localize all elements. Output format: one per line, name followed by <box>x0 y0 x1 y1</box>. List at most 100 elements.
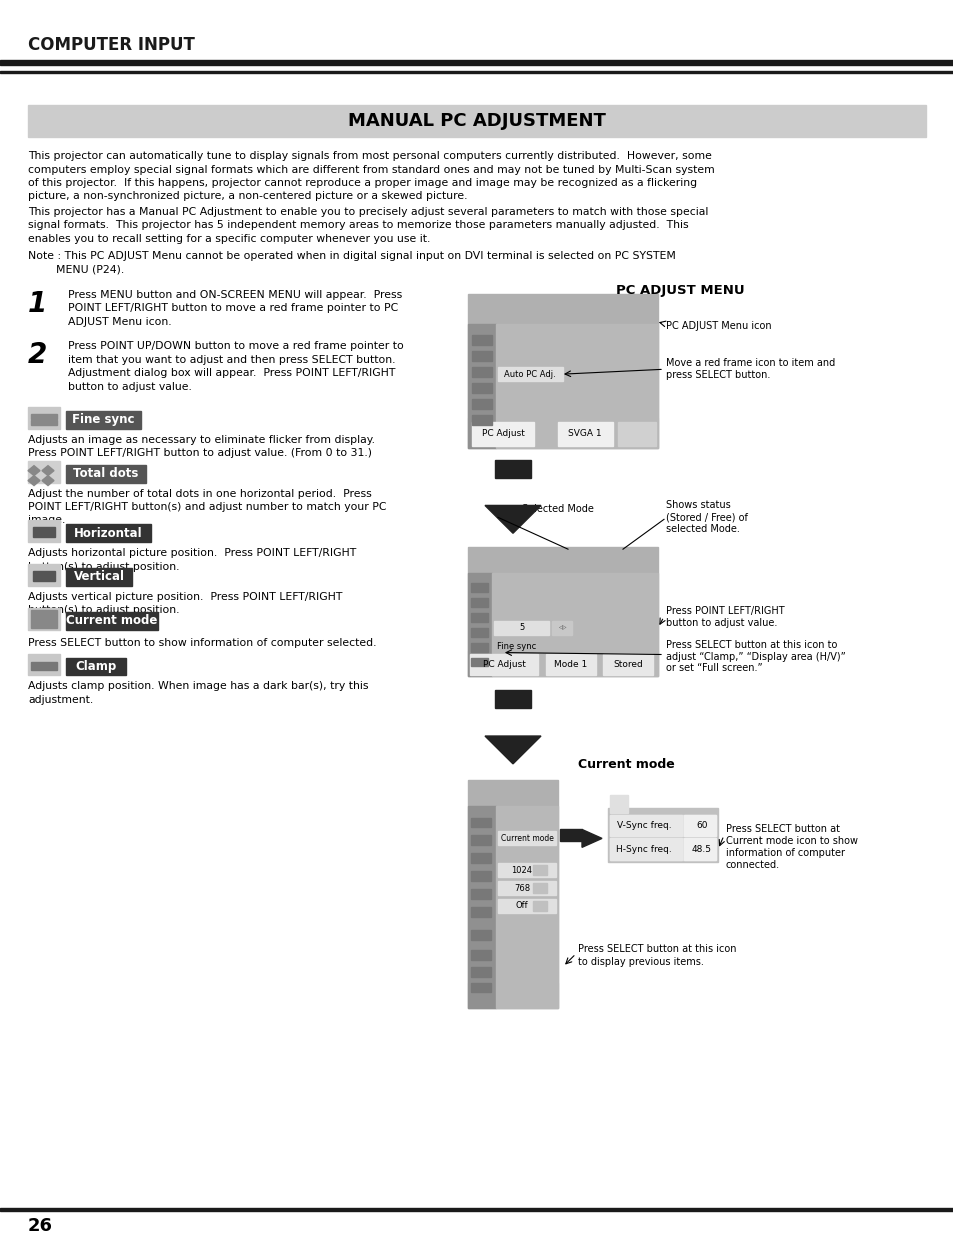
Bar <box>28 564 60 585</box>
Bar <box>66 525 151 542</box>
Text: adjust “Clamp,” “Display area (H/V)”: adjust “Clamp,” “Display area (H/V)” <box>665 652 845 662</box>
Polygon shape <box>28 466 40 475</box>
Text: 1024: 1024 <box>511 866 532 874</box>
Bar <box>470 653 537 676</box>
Bar <box>494 621 548 635</box>
Text: Adjustment dialog box will appear.  Press POINT LEFT/RIGHT: Adjustment dialog box will appear. Press… <box>68 368 395 378</box>
Text: information of computer: information of computer <box>725 848 844 858</box>
Bar <box>0 1208 953 1210</box>
Text: Current mode icon to show: Current mode icon to show <box>725 836 857 846</box>
Bar <box>468 573 492 677</box>
Text: button(s) to adjust position.: button(s) to adjust position. <box>28 562 179 572</box>
Bar <box>28 608 60 630</box>
Text: Press POINT UP/DOWN button to move a red frame pointer to: Press POINT UP/DOWN button to move a red… <box>68 341 403 352</box>
Bar <box>471 967 491 977</box>
Bar <box>602 653 652 676</box>
Text: computers employ special signal formats which are different from standard ones a: computers employ special signal formats … <box>28 164 714 174</box>
Text: V-Sync freq.: V-Sync freq. <box>616 821 671 830</box>
Text: Move a red frame icon to item and: Move a red frame icon to item and <box>665 358 835 368</box>
Text: Press SELECT button to show information of computer selected.: Press SELECT button to show information … <box>28 637 376 647</box>
Bar <box>33 527 55 537</box>
Bar <box>472 415 492 425</box>
Text: signal formats.  This projector has 5 independent memory areas to memorize those: signal formats. This projector has 5 ind… <box>28 220 688 230</box>
Text: Press SELECT button at: Press SELECT button at <box>725 825 840 835</box>
Bar <box>66 611 158 630</box>
Bar <box>33 571 55 580</box>
Text: 768: 768 <box>514 883 530 893</box>
Text: MENU (P24).: MENU (P24). <box>28 264 124 274</box>
Bar <box>471 627 488 636</box>
Text: 1: 1 <box>28 290 48 317</box>
Polygon shape <box>28 475 40 485</box>
Text: Auto PC Adj.: Auto PC Adj. <box>503 369 556 379</box>
Bar <box>495 459 531 478</box>
Bar <box>66 657 126 676</box>
Text: button to adjust value.: button to adjust value. <box>68 382 192 391</box>
Bar <box>609 815 681 836</box>
Bar <box>471 583 488 592</box>
Bar <box>683 839 716 861</box>
Bar <box>0 59 953 64</box>
Polygon shape <box>42 475 54 485</box>
Text: Clamp: Clamp <box>75 659 116 673</box>
Text: press SELECT button.: press SELECT button. <box>665 370 770 380</box>
Bar <box>471 853 491 863</box>
Bar <box>472 399 492 409</box>
Bar <box>30 662 57 671</box>
Text: Horizontal: Horizontal <box>73 527 142 540</box>
Polygon shape <box>42 466 54 475</box>
Bar <box>468 779 558 1008</box>
Bar <box>30 420 57 425</box>
Bar <box>472 383 492 393</box>
Bar <box>683 815 716 836</box>
Text: to display previous items.: to display previous items. <box>578 957 703 967</box>
Bar <box>28 408 60 429</box>
Bar <box>468 324 496 448</box>
Text: This projector can automatically tune to display signals from most personal comp: This projector can automatically tune to… <box>28 151 711 161</box>
Text: picture, a non-synchronized picture, a non-centered picture or a skewed picture.: picture, a non-synchronized picture, a n… <box>28 191 467 201</box>
Text: 2: 2 <box>28 341 48 369</box>
Text: MANUAL PC ADJUSTMENT: MANUAL PC ADJUSTMENT <box>348 112 605 130</box>
Bar <box>471 598 488 606</box>
Text: of this projector.  If this happens, projector cannot reproduce a proper image a: of this projector. If this happens, proj… <box>28 178 697 188</box>
Bar <box>30 414 57 419</box>
Bar <box>28 653 60 676</box>
Bar <box>609 839 716 861</box>
Text: PC ADJUST Menu icon: PC ADJUST Menu icon <box>665 321 771 331</box>
Text: PC ADJUST MENU: PC ADJUST MENU <box>616 284 744 296</box>
Text: POINT LEFT/RIGHT button(s) and adjust number to match your PC: POINT LEFT/RIGHT button(s) and adjust nu… <box>28 501 386 513</box>
Bar <box>471 950 491 960</box>
Text: PC Adjust: PC Adjust <box>481 430 524 438</box>
Text: 26: 26 <box>28 1216 53 1235</box>
Bar <box>607 808 718 862</box>
Polygon shape <box>581 830 601 847</box>
Bar <box>472 336 492 346</box>
Bar <box>533 866 546 876</box>
Bar <box>472 352 492 362</box>
Bar <box>28 105 925 137</box>
Bar <box>471 930 491 940</box>
Text: ADJUST Menu icon.: ADJUST Menu icon. <box>68 316 172 326</box>
Text: Stored: Stored <box>613 659 642 669</box>
Bar <box>471 613 488 621</box>
Text: Adjusts an image as necessary to eliminate flicker from display.: Adjusts an image as necessary to elimina… <box>28 435 375 445</box>
Bar <box>471 983 491 993</box>
Bar <box>533 883 546 893</box>
Bar <box>471 657 488 667</box>
Text: Press POINT LEFT/RIGHT button to adjust value. (From 0 to 31.): Press POINT LEFT/RIGHT button to adjust … <box>28 448 372 458</box>
Bar <box>497 863 556 877</box>
Bar <box>66 464 146 483</box>
Text: Note : This PC ADJUST Menu cannot be operated when in digital signal input on DV: Note : This PC ADJUST Menu cannot be ope… <box>28 251 675 261</box>
Bar <box>66 411 141 429</box>
Bar <box>471 871 491 881</box>
Text: Adjusts vertical picture position.  Press POINT LEFT/RIGHT: Adjusts vertical picture position. Press… <box>28 592 342 601</box>
Text: Current mode: Current mode <box>67 614 157 627</box>
Bar <box>468 983 558 1008</box>
Text: Fine sync: Fine sync <box>71 414 134 426</box>
Text: button to adjust value.: button to adjust value. <box>665 618 777 627</box>
Bar <box>471 642 488 652</box>
Text: enables you to recall setting for a specific computer whenever you use it.: enables you to recall setting for a spec… <box>28 233 430 243</box>
Text: H-Sync freq.: H-Sync freq. <box>616 845 671 853</box>
Bar <box>468 417 658 448</box>
Text: Mode 1: Mode 1 <box>554 659 587 669</box>
